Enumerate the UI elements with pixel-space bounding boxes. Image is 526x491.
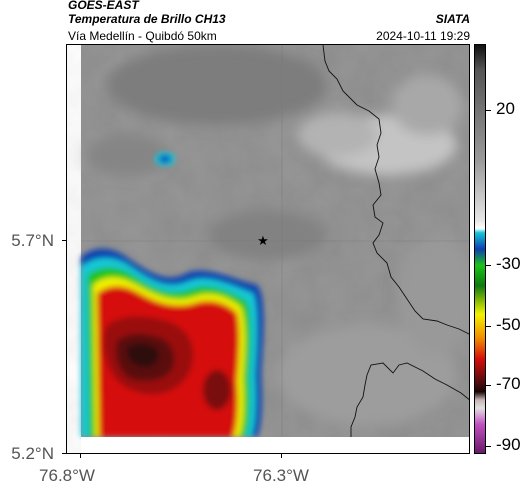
- colorbar-label: 20: [496, 99, 515, 118]
- colorbar-label: -50: [496, 315, 521, 334]
- border-line-south: [350, 362, 469, 437]
- colorbar-tick: [486, 110, 491, 111]
- map-image: ★: [81, 45, 469, 453]
- colorbar-label: -90: [496, 435, 521, 454]
- colorbar: [474, 44, 486, 454]
- region-subtitle: Vía Medellín - Quibdó 50km: [68, 29, 217, 43]
- y-tick-label: 5.2°N: [11, 444, 54, 463]
- y-tick-label: 5.7°N: [11, 231, 54, 250]
- product-title: Temperatura de Brillo CH13: [68, 12, 226, 26]
- x-tick-label: 76.3°W: [253, 466, 309, 485]
- colorbar-tick: [486, 265, 491, 266]
- satellite-map[interactable]: ★: [66, 44, 470, 454]
- y-tick-mark: [62, 453, 66, 454]
- x-tick-mark: [281, 454, 282, 458]
- border-line-north: [322, 45, 469, 335]
- timestamp-label: 2024-10-11 19:29: [376, 29, 470, 43]
- colorbar-tick: [486, 326, 491, 327]
- colorbar-tick: [486, 385, 491, 386]
- x-tick-label: 76.8°W: [39, 466, 95, 485]
- star-icon: ★: [257, 234, 269, 249]
- colorbar-tick: [486, 446, 491, 447]
- satellite-title: GOES-EAST: [68, 0, 139, 12]
- colorbar-label: -30: [496, 254, 521, 273]
- x-tick-mark: [80, 454, 81, 458]
- organization-label: SIATA: [435, 12, 470, 26]
- colorbar-label: -70: [496, 374, 521, 393]
- y-tick-mark: [62, 240, 66, 241]
